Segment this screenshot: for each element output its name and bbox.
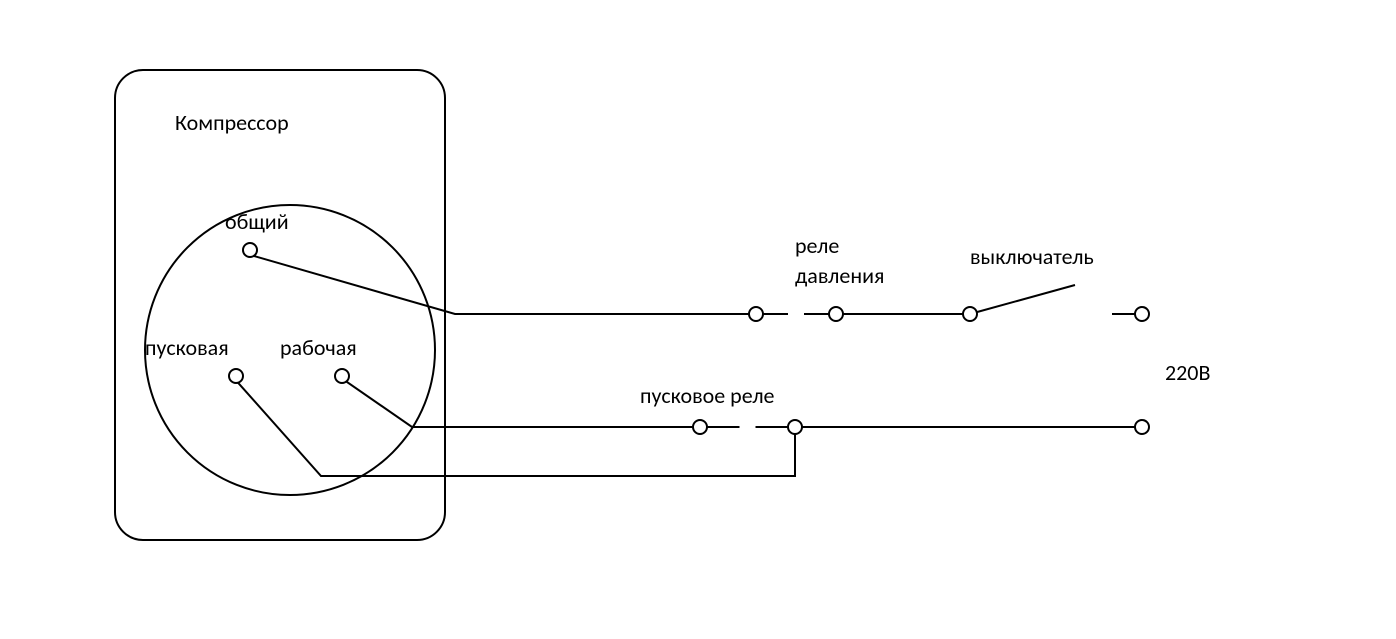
start-relay-node-right	[788, 420, 802, 434]
wires	[238, 256, 1135, 476]
terminal-common	[243, 243, 257, 257]
label-pressure-relay-line1: реле	[795, 232, 839, 259]
label-common: общий	[225, 208, 289, 235]
switch-blade	[977, 285, 1075, 312]
label-run-winding: рабочая	[280, 334, 357, 361]
compressor-box	[115, 70, 445, 540]
label-supply-220v: 220В	[1165, 359, 1210, 386]
switch-node-right	[1135, 307, 1149, 321]
supply-node-lower	[1135, 420, 1149, 434]
labels: Компрессор общий пусковая рабочая реле давлен…	[145, 109, 1210, 409]
label-start-winding: пусковая	[145, 334, 229, 361]
label-compressor: Компрессор	[175, 109, 289, 136]
start-relay-node-left	[693, 420, 707, 434]
label-switch: выключатель	[970, 243, 1094, 270]
wiring-diagram: Компрессор общий пусковая рабочая реле давлен…	[0, 0, 1396, 639]
terminal-start	[229, 369, 243, 383]
pressure-relay-node-right	[829, 307, 843, 321]
label-pressure-relay-line2: давления	[795, 262, 884, 289]
terminal-run	[335, 369, 349, 383]
wire-common-to-pressure-relay	[254, 256, 749, 314]
label-start-relay: пусковое реле	[640, 382, 775, 409]
pressure-relay-node-left	[749, 307, 763, 321]
switch-node-left	[963, 307, 977, 321]
